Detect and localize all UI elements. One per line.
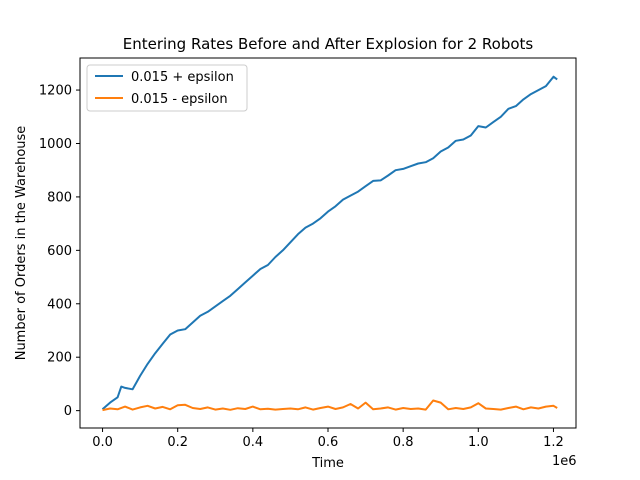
x-tick-label: 1.2	[543, 435, 564, 450]
x-axis-label: Time	[311, 456, 344, 471]
series-line-2	[102, 399, 558, 412]
legend: 0.015 + epsilon 0.015 - epsilon	[86, 64, 248, 112]
x-tick-label: 1.0	[468, 435, 489, 450]
y-tick-label: 800	[47, 190, 72, 205]
y-tick-label: 600	[47, 244, 72, 259]
y-tick-label: 0	[64, 404, 72, 419]
y-axis-label: Number of Orders in the Warehouse	[14, 126, 29, 361]
chart-title: Entering Rates Before and After Explosio…	[123, 35, 534, 53]
series-line-1	[101, 75, 558, 411]
x-tick-label: 0.6	[318, 435, 339, 450]
x-tick-label: 0.2	[167, 435, 188, 450]
x-tick-label: 0.0	[92, 435, 113, 450]
x-axis-offset-label: 1e6	[552, 454, 577, 469]
y-tick-label: 400	[47, 297, 72, 312]
y-tick-label: 200	[47, 351, 72, 366]
legend-box	[86, 64, 248, 112]
plot-lines	[101, 75, 558, 412]
legend-label-series-2: 0.015 - epsilon	[131, 92, 228, 107]
x-tick-label: 0.4	[243, 435, 264, 450]
legend-label-series-1: 0.015 + epsilon	[131, 70, 234, 85]
y-axis: 0 200 400 600 800 1000 1200	[39, 84, 80, 419]
y-tick-label: 1200	[39, 84, 72, 99]
y-tick-label: 1000	[39, 137, 72, 152]
x-tick-label: 0.8	[393, 435, 414, 450]
x-axis: 0.0 0.2 0.4 0.6 0.8 1.0 1.2	[92, 428, 564, 450]
